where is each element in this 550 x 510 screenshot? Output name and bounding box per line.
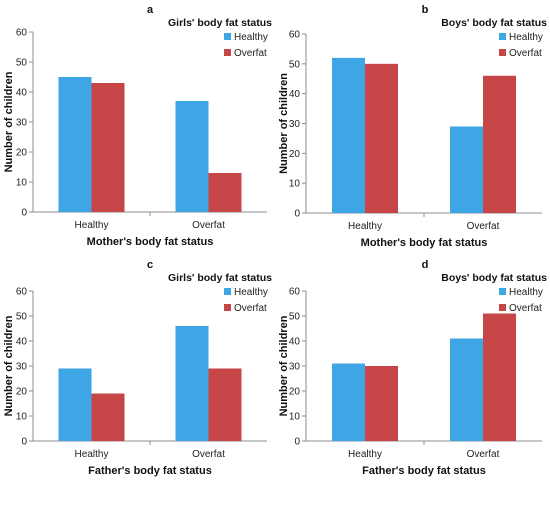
legend-label-d-overfat: Overfat <box>509 303 542 314</box>
y-tick-label-d-2: 20 <box>289 387 301 398</box>
chart-panel-c: c 0 10 20 30 40 50 60 Healthy Overfat Father's bod… <box>0 255 275 510</box>
x-tick-label-b-1: Overfat <box>467 221 500 232</box>
y-tick-label-a-4: 40 <box>16 88 28 99</box>
chart-panel-a: a 0 10 20 30 40 50 60 Healthy Overfat Mother's bod… <box>0 0 275 255</box>
bar-b-overfat-healthy <box>365 63 398 214</box>
y-tick-label-d-3: 30 <box>289 362 301 373</box>
legend-title-b: Boys' body fat status <box>441 17 547 29</box>
legend-swatch-c-overfat <box>224 304 231 311</box>
panel-letter-b: b <box>422 4 429 16</box>
legend-swatch-b-overfat <box>499 49 506 56</box>
legend-label-a-overfat: Overfat <box>234 48 267 59</box>
panel-letter-a: a <box>147 4 154 16</box>
legend-label-b-healthy: Healthy <box>509 32 543 43</box>
y-tick-label-c-1: 10 <box>16 412 28 423</box>
chart-panel-d: d 0 10 20 30 40 50 60 Healthy Overfat Father's bod… <box>275 255 550 510</box>
y-tick-label-d-1: 10 <box>289 412 301 423</box>
x-axis-title-d: Father's body fat status <box>362 465 486 477</box>
x-tick-label-d-0: Healthy <box>348 449 382 460</box>
bar-d-overfat-overfat <box>483 313 516 441</box>
y-tick-label-c-5: 50 <box>16 312 28 323</box>
x-tick-label-a-1: Overfat <box>192 220 225 231</box>
legend-swatch-a-healthy <box>224 33 231 40</box>
bar-b-overfat-overfat <box>483 75 516 214</box>
y-tick-label-a-6: 60 <box>16 28 28 39</box>
y-tick-label-d-4: 40 <box>289 337 301 348</box>
bar-a-healthy-healthy <box>58 77 92 212</box>
legend-swatch-d-overfat <box>499 304 506 311</box>
y-tick-label-a-3: 30 <box>16 118 28 129</box>
chart-svg-b: b 0 10 20 30 40 50 60 Healthy Overfat Mother's bod… <box>278 4 547 249</box>
y-tick-label-d-5: 50 <box>289 312 301 323</box>
bar-b-healthy-healthy <box>332 57 365 213</box>
bar-d-healthy-overfat <box>450 338 483 441</box>
bar-c-overfat-overfat <box>208 368 242 441</box>
y-tick-label-a-1: 10 <box>16 178 28 189</box>
y-tick-label-a-2: 20 <box>16 148 28 159</box>
y-axis-title-a: Number of children <box>3 71 15 172</box>
chart-svg-a: a 0 10 20 30 40 50 60 Healthy Overfat Mother's bod… <box>3 4 272 248</box>
y-tick-label-a-5: 50 <box>16 58 28 69</box>
x-tick-label-c-0: Healthy <box>75 449 109 460</box>
legend-label-b-overfat: Overfat <box>509 48 542 59</box>
panel-letter-d: d <box>422 259 429 271</box>
bar-d-healthy-healthy <box>332 363 365 441</box>
x-axis-title-c: Father's body fat status <box>88 465 212 477</box>
bar-c-healthy-healthy <box>58 368 92 441</box>
x-tick-label-a-0: Healthy <box>75 220 109 231</box>
chart-svg-c: c 0 10 20 30 40 50 60 Healthy Overfat Father's bod… <box>3 259 272 477</box>
bar-d-overfat-healthy <box>365 366 398 441</box>
chart-panel-b: b 0 10 20 30 40 50 60 Healthy Overfat Mother's bod… <box>275 0 550 255</box>
y-tick-label-c-2: 20 <box>16 387 28 398</box>
y-tick-label-b-3: 30 <box>289 119 301 130</box>
bar-a-overfat-healthy <box>91 83 125 212</box>
y-tick-label-b-4: 40 <box>289 89 301 100</box>
legend-title-c: Girls' body fat status <box>168 272 272 284</box>
x-tick-label-b-0: Healthy <box>348 221 382 232</box>
y-axis-title-c: Number of children <box>3 315 15 416</box>
y-tick-label-b-0: 0 <box>294 209 300 220</box>
panel-letter-c: c <box>147 259 153 271</box>
y-tick-label-b-5: 50 <box>289 59 301 70</box>
x-tick-label-d-1: Overfat <box>467 449 500 460</box>
bar-c-healthy-overfat <box>175 326 209 441</box>
legend-label-c-healthy: Healthy <box>234 287 268 298</box>
legend-swatch-c-healthy <box>224 288 231 295</box>
x-axis-title-a: Mother's body fat status <box>87 236 214 248</box>
y-axis-title-b: Number of children <box>278 73 290 174</box>
bar-a-healthy-overfat <box>175 101 209 212</box>
x-axis-title-b: Mother's body fat status <box>361 237 488 249</box>
y-tick-label-d-0: 0 <box>294 437 300 448</box>
y-tick-label-b-2: 20 <box>289 149 301 160</box>
legend-label-a-healthy: Healthy <box>234 32 268 43</box>
legend-swatch-b-healthy <box>499 33 506 40</box>
y-tick-label-a-0: 0 <box>21 208 27 219</box>
y-tick-label-c-0: 0 <box>21 437 27 448</box>
y-tick-label-c-3: 30 <box>16 362 28 373</box>
legend-label-d-healthy: Healthy <box>509 287 543 298</box>
bar-c-overfat-healthy <box>91 393 125 441</box>
y-tick-label-b-1: 10 <box>289 179 301 190</box>
y-tick-label-d-6: 60 <box>289 287 301 298</box>
legend-swatch-a-overfat <box>224 49 231 56</box>
x-tick-label-c-1: Overfat <box>192 449 225 460</box>
bar-a-overfat-overfat <box>208 173 242 212</box>
legend-swatch-d-healthy <box>499 288 506 295</box>
y-tick-label-c-4: 40 <box>16 337 28 348</box>
y-tick-label-c-6: 60 <box>16 287 28 298</box>
chart-svg-d: d 0 10 20 30 40 50 60 Healthy Overfat Father's bod… <box>278 259 547 477</box>
y-tick-label-b-6: 60 <box>289 30 301 41</box>
legend-title-d: Boys' body fat status <box>441 272 547 284</box>
legend-label-c-overfat: Overfat <box>234 303 267 314</box>
bar-b-healthy-overfat <box>450 126 483 213</box>
legend-title-a: Girls' body fat status <box>168 17 272 29</box>
y-axis-title-d: Number of children <box>278 315 290 416</box>
